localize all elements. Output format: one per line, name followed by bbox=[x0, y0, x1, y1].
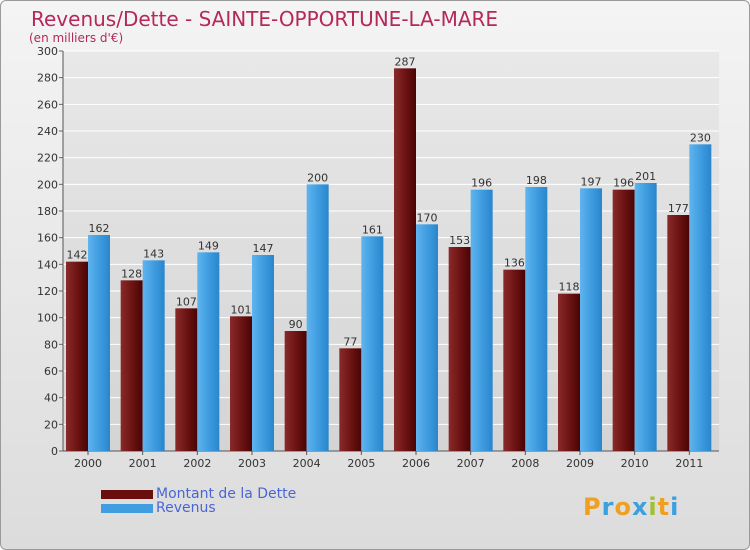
x-tick-label: 2005 bbox=[347, 457, 375, 470]
data-label: 161 bbox=[362, 223, 383, 236]
y-tick-label: 20 bbox=[44, 418, 58, 431]
data-label: 107 bbox=[176, 295, 197, 308]
logo-letter: i bbox=[670, 493, 680, 521]
data-label: 153 bbox=[449, 234, 470, 247]
bar-revenus bbox=[88, 235, 110, 451]
bar-revenus bbox=[689, 144, 712, 452]
data-label: 142 bbox=[67, 249, 88, 262]
data-label: 177 bbox=[668, 202, 689, 215]
x-tick-label: 2008 bbox=[511, 457, 539, 470]
legend-label-revenus: Revenus bbox=[156, 500, 216, 516]
bar-dette bbox=[175, 308, 198, 451]
logo-letter: i bbox=[648, 493, 658, 521]
x-tick-label: 2006 bbox=[402, 457, 430, 470]
y-tick-label: 140 bbox=[37, 258, 58, 271]
bar-dette bbox=[394, 68, 416, 451]
bar-dette bbox=[66, 261, 88, 451]
proxiti-logo: Proxiti bbox=[583, 493, 679, 521]
data-label: 196 bbox=[613, 177, 634, 190]
x-tick-label: 2003 bbox=[238, 457, 266, 470]
x-tick-label: 2001 bbox=[129, 457, 157, 470]
data-label: 197 bbox=[581, 175, 602, 188]
x-tick-label: 2007 bbox=[457, 457, 485, 470]
y-tick-label: 240 bbox=[37, 125, 58, 138]
chart-title: Revenus/Dette - SAINTE-OPPORTUNE-LA-MARE bbox=[31, 7, 499, 31]
x-tick-label: 2010 bbox=[621, 457, 649, 470]
bar-revenus bbox=[470, 189, 493, 451]
x-tick-label: 2002 bbox=[183, 457, 211, 470]
x-tick-label: 2000 bbox=[74, 457, 102, 470]
y-tick-label: 80 bbox=[44, 338, 58, 351]
bar-dette bbox=[667, 215, 690, 451]
bar-revenus bbox=[416, 224, 438, 451]
logo-letter: r bbox=[601, 493, 615, 521]
data-label: 101 bbox=[231, 303, 252, 316]
x-tick-label: 2004 bbox=[293, 457, 321, 470]
logo-letter: P bbox=[583, 493, 602, 521]
data-label: 230 bbox=[690, 131, 711, 144]
plot-area bbox=[63, 51, 719, 451]
y-tick-label: 200 bbox=[37, 178, 58, 191]
logo-letter: x bbox=[631, 493, 649, 521]
x-tick-label: 2011 bbox=[675, 457, 703, 470]
bar-revenus bbox=[142, 260, 165, 451]
y-tick-label: 280 bbox=[37, 72, 58, 85]
y-tick-label: 0 bbox=[51, 445, 58, 458]
y-tick-label: 300 bbox=[37, 45, 58, 58]
y-tick-label: 180 bbox=[37, 205, 58, 218]
bar-dette bbox=[503, 269, 526, 451]
data-label: 198 bbox=[526, 174, 547, 187]
y-tick-label: 100 bbox=[37, 312, 58, 325]
data-label: 118 bbox=[559, 281, 580, 294]
y-tick-label: 160 bbox=[37, 232, 58, 245]
data-label: 200 bbox=[307, 171, 328, 184]
bar-revenus bbox=[306, 184, 329, 452]
bar-dette bbox=[448, 247, 471, 451]
data-label: 170 bbox=[417, 211, 438, 224]
logo-letter: t bbox=[657, 493, 671, 521]
y-tick-label: 60 bbox=[44, 365, 58, 378]
data-label: 287 bbox=[395, 55, 416, 68]
bar-revenus bbox=[197, 252, 220, 451]
x-tick-label: 2009 bbox=[566, 457, 594, 470]
bar-dette bbox=[284, 331, 307, 451]
bar-dette bbox=[612, 189, 635, 451]
bar-dette bbox=[230, 316, 252, 451]
bar-revenus bbox=[634, 183, 657, 451]
data-label: 162 bbox=[89, 222, 110, 235]
legend-label-dette: Montant de la Dette bbox=[156, 486, 297, 502]
data-label: 201 bbox=[635, 170, 656, 183]
bar-revenus bbox=[361, 236, 384, 451]
bar-dette bbox=[120, 280, 143, 451]
bar-revenus bbox=[525, 187, 548, 451]
data-label: 90 bbox=[289, 318, 303, 331]
chart-subtitle: (en milliers d'€) bbox=[29, 31, 124, 45]
y-tick-label: 120 bbox=[37, 285, 58, 298]
data-label: 149 bbox=[198, 239, 219, 252]
y-tick-label: 220 bbox=[37, 152, 58, 165]
data-label: 196 bbox=[471, 177, 492, 190]
data-label: 147 bbox=[253, 242, 274, 255]
bar-dette bbox=[339, 348, 362, 451]
data-label: 136 bbox=[504, 257, 525, 270]
data-label: 77 bbox=[343, 335, 357, 348]
data-label: 128 bbox=[121, 267, 142, 280]
y-tick-label: 40 bbox=[44, 392, 58, 405]
legend-swatch-revenus bbox=[101, 504, 153, 513]
data-label: 143 bbox=[143, 247, 164, 260]
legend-swatch-dette bbox=[101, 490, 153, 499]
y-tick-label: 260 bbox=[37, 98, 58, 111]
bar-revenus bbox=[252, 255, 274, 451]
logo-letter: o bbox=[614, 493, 632, 521]
bar-revenus bbox=[580, 188, 602, 452]
bar-dette bbox=[558, 293, 580, 451]
